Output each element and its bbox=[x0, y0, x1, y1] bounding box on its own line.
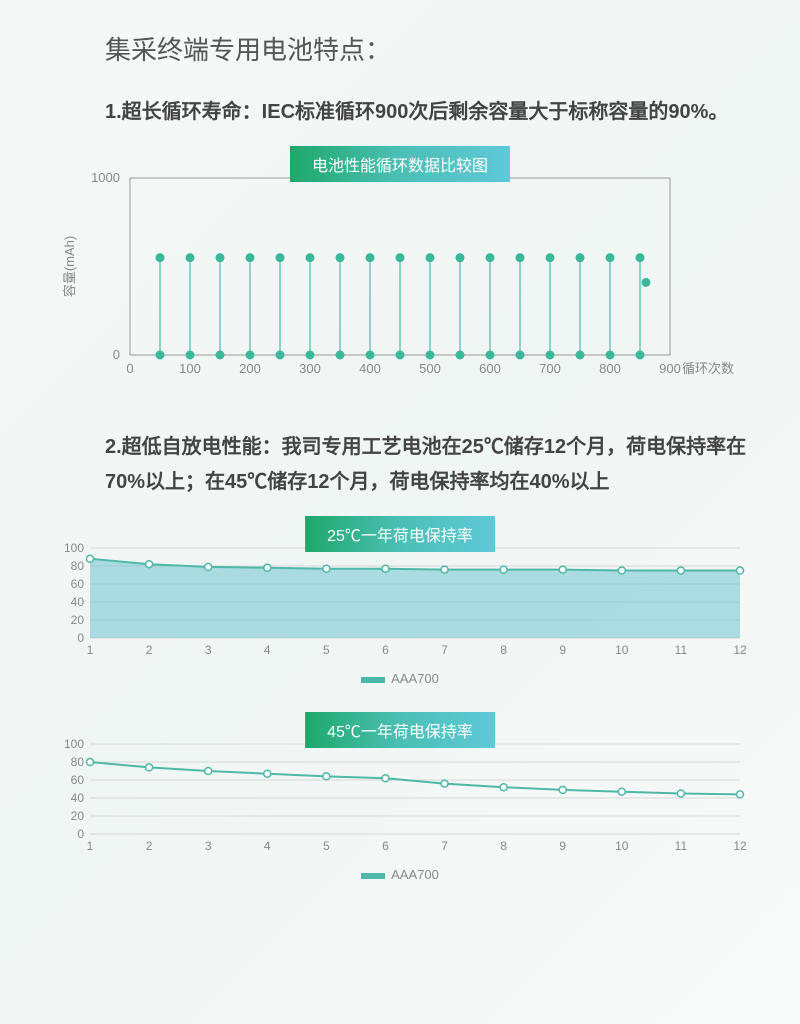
svg-text:9: 9 bbox=[559, 643, 566, 657]
svg-text:7: 7 bbox=[441, 839, 448, 853]
chart2-legend-label: AAA700 bbox=[391, 671, 439, 686]
chart1-svg: 0 1000 0 100 200 300 400 500 600 700 800 900 容量(mAh)… bbox=[50, 160, 750, 385]
chart1-container: 电池性能循环数据比较图 0100001002003004005006007008… bbox=[50, 160, 750, 390]
svg-text:6: 6 bbox=[382, 643, 389, 657]
svg-text:700: 700 bbox=[539, 361, 561, 376]
chart3-legend-label: AAA700 bbox=[391, 867, 439, 882]
chart2-container: 25℃一年荷电保持率 020406080100123456789101112 A… bbox=[50, 530, 750, 686]
svg-text:900: 900 bbox=[659, 361, 681, 376]
svg-text:6: 6 bbox=[382, 839, 389, 853]
chart2-legend-swatch bbox=[361, 677, 385, 683]
chart2-legend: AAA700 bbox=[50, 671, 750, 686]
svg-text:12: 12 bbox=[733, 839, 747, 853]
chart3-title: 45℃一年荷电保持率 bbox=[305, 712, 495, 748]
svg-text:100: 100 bbox=[179, 361, 201, 376]
svg-text:80: 80 bbox=[71, 559, 85, 573]
svg-text:2: 2 bbox=[146, 643, 153, 657]
svg-text:1000: 1000 bbox=[91, 170, 120, 185]
svg-text:10: 10 bbox=[615, 643, 629, 657]
svg-text:80: 80 bbox=[71, 755, 85, 769]
svg-text:400: 400 bbox=[359, 361, 381, 376]
chart3-container: 45℃一年荷电保持率 020406080100123456789101112 A… bbox=[50, 726, 750, 882]
svg-text:200: 200 bbox=[239, 361, 261, 376]
svg-text:20: 20 bbox=[71, 809, 85, 823]
chart2-title: 25℃一年荷电保持率 bbox=[305, 516, 495, 552]
svg-text:0: 0 bbox=[77, 631, 84, 645]
svg-text:10: 10 bbox=[615, 839, 629, 853]
svg-text:2: 2 bbox=[146, 839, 153, 853]
svg-text:0: 0 bbox=[113, 347, 120, 362]
svg-text:300: 300 bbox=[299, 361, 321, 376]
svg-text:8: 8 bbox=[500, 643, 507, 657]
svg-text:8: 8 bbox=[500, 839, 507, 853]
section2-description: 2.超低自放电性能：我司专用工艺电池在25℃储存12个月，荷电保持率在70%以上… bbox=[50, 430, 750, 500]
svg-text:3: 3 bbox=[205, 643, 212, 657]
page-title: 集采终端专用电池特点： bbox=[50, 30, 750, 67]
svg-text:60: 60 bbox=[71, 773, 85, 787]
svg-text:11: 11 bbox=[675, 643, 688, 657]
svg-text:1: 1 bbox=[87, 643, 94, 657]
svg-text:0: 0 bbox=[126, 361, 133, 376]
chart1-title: 电池性能循环数据比较图 bbox=[290, 146, 510, 182]
svg-text:11: 11 bbox=[675, 839, 688, 853]
svg-text:循环次数: 循环次数 bbox=[682, 361, 734, 376]
svg-text:5: 5 bbox=[323, 643, 330, 657]
svg-text:40: 40 bbox=[71, 791, 85, 805]
svg-text:容量(mAh): 容量(mAh) bbox=[62, 236, 77, 297]
svg-text:5: 5 bbox=[323, 839, 330, 853]
svg-text:600: 600 bbox=[479, 361, 501, 376]
svg-text:1: 1 bbox=[87, 839, 94, 853]
svg-text:12: 12 bbox=[733, 643, 747, 657]
svg-text:60: 60 bbox=[71, 577, 85, 591]
svg-text:0: 0 bbox=[77, 827, 84, 841]
chart3-legend-swatch bbox=[361, 873, 385, 879]
svg-text:3: 3 bbox=[205, 839, 212, 853]
svg-text:20: 20 bbox=[71, 613, 85, 627]
svg-text:40: 40 bbox=[71, 595, 85, 609]
svg-text:7: 7 bbox=[441, 643, 448, 657]
svg-text:800: 800 bbox=[599, 361, 621, 376]
svg-text:9: 9 bbox=[559, 839, 566, 853]
section1-description: 1.超长循环寿命：IEC标准循环900次后剩余容量大于标称容量的90%。 bbox=[50, 95, 750, 130]
svg-text:100: 100 bbox=[64, 541, 84, 555]
svg-text:4: 4 bbox=[264, 839, 271, 853]
svg-text:500: 500 bbox=[419, 361, 441, 376]
chart3-legend: AAA700 bbox=[50, 867, 750, 882]
svg-text:100: 100 bbox=[64, 737, 84, 751]
svg-text:4: 4 bbox=[264, 643, 271, 657]
